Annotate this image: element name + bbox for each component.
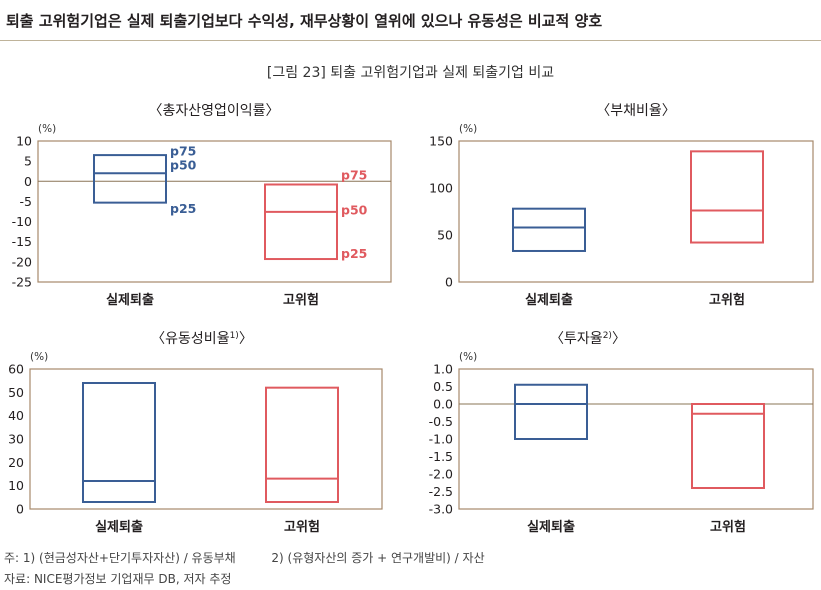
y-tick-label: -10 bbox=[12, 214, 32, 229]
y-tick-label: 30 bbox=[8, 432, 24, 447]
y-tick-label: -2.0 bbox=[429, 467, 453, 482]
header-title: 퇴출 고위험기업은 실제 퇴출기업보다 수익성, 재무상황이 열위에 있으나 유… bbox=[6, 12, 603, 30]
footnote-1a: 주: 1) (현금성자산+단기투자자산) / 유동부채 bbox=[4, 551, 236, 565]
chart-title: 〈부채비율〉 bbox=[596, 103, 676, 119]
percentile-label: p50 bbox=[341, 202, 368, 217]
box-iqr bbox=[82, 382, 156, 503]
footnote-1: 주: 1) (현금성자산+단기투자자산) / 유동부채 2) (유형자산의 증가… bbox=[4, 549, 485, 566]
y-tick-label: 0 bbox=[16, 502, 24, 517]
y-tick-label: 1.0 bbox=[433, 362, 453, 377]
y-tick-label: 0.5 bbox=[433, 379, 453, 394]
unit-label: (%) bbox=[459, 351, 477, 363]
y-tick-label: -3.0 bbox=[429, 502, 453, 517]
percentile-label: p75 bbox=[170, 143, 196, 158]
box-iqr bbox=[514, 383, 588, 440]
x-category-label: 실제퇴출 bbox=[525, 292, 573, 308]
plot-frame bbox=[458, 368, 814, 510]
y-tick-label: -5 bbox=[20, 194, 32, 209]
x-category-label: 고위험 bbox=[709, 292, 745, 308]
footnote-source: 자료: NICE평가정보 기업재무 DB, 저자 추정 bbox=[4, 572, 232, 586]
report-header: 퇴출 고위험기업은 실제 퇴출기업보다 수익성, 재무상황이 열위에 있으나 유… bbox=[0, 0, 821, 41]
unit-label: (%) bbox=[38, 123, 56, 135]
y-tick-label: -1.5 bbox=[429, 449, 453, 464]
box-iqr bbox=[690, 150, 764, 244]
y-tick-label: -1.0 bbox=[429, 432, 453, 447]
box-iqr bbox=[512, 207, 586, 252]
x-category-label: 실제퇴출 bbox=[95, 519, 143, 535]
box-iqr bbox=[265, 386, 339, 503]
y-tick-label: 50 bbox=[437, 228, 453, 243]
chart-title-end: 〉 bbox=[612, 331, 626, 347]
y-tick-label: 10 bbox=[8, 478, 24, 493]
plot-frame bbox=[458, 140, 814, 283]
figure-title: [그림 23] 퇴출 고위험기업과 실제 퇴출기업 비교 bbox=[266, 65, 555, 81]
unit-label: (%) bbox=[30, 351, 48, 363]
y-tick-label: -15 bbox=[12, 234, 32, 249]
chart-title-sup: 1) bbox=[230, 331, 239, 341]
box-iqr bbox=[691, 403, 765, 489]
y-tick-label: 100 bbox=[429, 181, 453, 196]
plot-frame bbox=[29, 368, 383, 510]
y-tick-label: 40 bbox=[8, 408, 24, 423]
footnote-1b: 2) (유형자산의 증가 + 연구개발비) / 자산 bbox=[271, 551, 485, 565]
y-tick-label: 0 bbox=[445, 275, 453, 290]
y-tick-label: -25 bbox=[12, 275, 32, 290]
plot-frame bbox=[37, 140, 392, 283]
y-tick-label: 10 bbox=[16, 134, 32, 149]
y-tick-label: 60 bbox=[8, 362, 24, 377]
x-category-label: 고위험 bbox=[284, 519, 320, 535]
y-tick-label: -20 bbox=[12, 254, 32, 269]
x-category-label: 고위험 bbox=[710, 519, 746, 535]
x-category-label: 고위험 bbox=[283, 292, 319, 308]
chart-title: 〈유동성비율1)〉 bbox=[151, 331, 253, 347]
y-tick-label: -2.5 bbox=[429, 484, 453, 499]
y-tick-label: 0 bbox=[24, 174, 32, 189]
percentile-label: p25 bbox=[170, 201, 196, 216]
box-iqr bbox=[93, 154, 167, 204]
unit-label: (%) bbox=[459, 123, 477, 135]
percentile-label: p25 bbox=[341, 246, 367, 261]
chart-title-end: 〉 bbox=[239, 331, 253, 347]
x-category-label: 실제퇴출 bbox=[527, 519, 575, 535]
chart-title: 〈투자율2)〉 bbox=[550, 331, 626, 347]
y-tick-label: 150 bbox=[429, 134, 453, 149]
x-category-label: 실제퇴출 bbox=[106, 292, 154, 308]
chart-title: 〈총자산영업이익률〉 bbox=[148, 103, 279, 119]
box-iqr bbox=[264, 183, 338, 261]
y-tick-label: 20 bbox=[8, 455, 24, 470]
y-tick-label: 5 bbox=[24, 154, 32, 169]
chart-title-sup: 2) bbox=[603, 331, 612, 341]
y-tick-label: 0.0 bbox=[433, 397, 453, 412]
y-tick-label: -0.5 bbox=[429, 414, 453, 429]
y-tick-label: 50 bbox=[8, 385, 24, 400]
percentile-label: p75 bbox=[341, 167, 367, 182]
percentile-label: p50 bbox=[170, 157, 197, 172]
